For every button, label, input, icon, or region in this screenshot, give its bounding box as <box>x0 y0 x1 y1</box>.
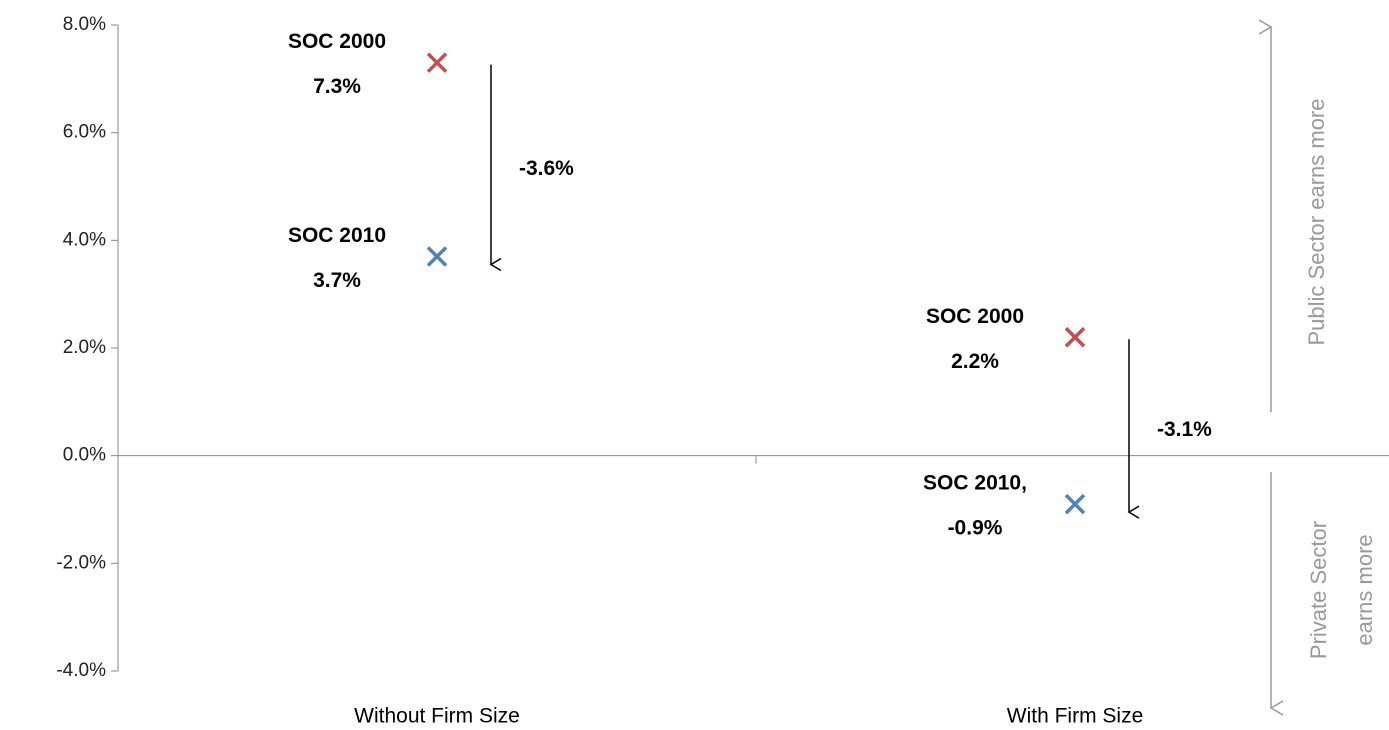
y-tick-label: 0.0% <box>63 445 106 466</box>
side-label: earns more <box>1352 534 1377 645</box>
point-label: SOC 2000 <box>926 305 1024 328</box>
side-label: Public Sector earns more <box>1304 99 1329 346</box>
value-label: -0.9% <box>948 517 1003 540</box>
point <box>426 246 448 267</box>
change-label: -3.6% <box>519 157 574 180</box>
value-label: 2.2% <box>951 350 999 373</box>
x-tick-label: With Firm Size <box>1007 705 1144 728</box>
point <box>1064 493 1086 515</box>
y-tick-label: -2.0% <box>56 552 106 573</box>
y-tick-label: 4.0% <box>63 229 106 250</box>
point <box>426 52 448 73</box>
point-label: SOC 2010, <box>923 472 1027 495</box>
value-label: 3.7% <box>313 269 361 292</box>
value-label: 7.3% <box>313 75 361 98</box>
y-tick-label: 6.0% <box>63 122 106 143</box>
point <box>1064 326 1086 348</box>
y-tick-label: 2.0% <box>63 337 106 358</box>
y-tick-label: -4.0% <box>56 660 106 681</box>
y-tick-label: 8.0% <box>63 14 106 35</box>
point-label: SOC 2010 <box>288 224 386 247</box>
point-label: SOC 2000 <box>288 30 386 53</box>
change-label: -3.1% <box>1157 418 1212 441</box>
side-label: Private Sector <box>1306 521 1331 659</box>
x-tick-label: Without Firm Size <box>354 705 520 728</box>
